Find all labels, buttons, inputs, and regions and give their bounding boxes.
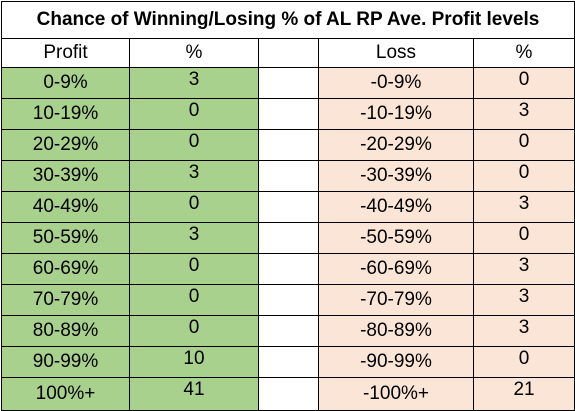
- profit-percent-cell: 0: [129, 284, 259, 316]
- loss-range-cell: -30-39%: [318, 160, 474, 192]
- loss-percent-cell: 21: [472, 377, 575, 411]
- profit-range-cell: 100%+: [1, 377, 130, 411]
- profit-percent-cell: 0: [129, 253, 259, 285]
- profit-percent-cell: 3: [129, 222, 259, 254]
- loss-percent-cell: 3: [472, 315, 575, 347]
- table-row: 50-59% 3 -50-59% 0: [1, 222, 575, 254]
- profit-range-cell: 70-79%: [1, 284, 130, 316]
- spacer-cell: [258, 129, 319, 161]
- spacer-cell: [258, 315, 319, 347]
- loss-percent-cell: 3: [472, 98, 575, 130]
- profit-header: Profit: [1, 38, 130, 68]
- spacer-cell: [258, 284, 319, 316]
- loss-percent-cell: 0: [472, 67, 575, 99]
- spacer-cell: [258, 253, 319, 285]
- profit-range-cell: 60-69%: [1, 253, 130, 285]
- loss-percent-cell: 3: [472, 253, 575, 285]
- table-row: 20-29% 0 -20-29% 0: [1, 129, 575, 161]
- title-row: Chance of Winning/Losing % of AL RP Ave.…: [0, 1, 575, 39]
- loss-percent-cell: 0: [472, 160, 575, 192]
- loss-range-cell: -80-89%: [318, 315, 474, 347]
- spacer-cell: [258, 67, 319, 99]
- table-row: 100%+ 41 -100%+ 21: [1, 377, 575, 411]
- spacer-cell: [258, 98, 319, 130]
- header-row: Profit % Loss %: [1, 38, 575, 68]
- profit-pct-header: %: [129, 38, 259, 68]
- table-row: 80-89% 0 -80-89% 3: [1, 315, 575, 347]
- loss-range-cell: -90-99%: [318, 346, 474, 378]
- profit-percent-cell: 0: [129, 315, 259, 347]
- table-row: 10-19% 0 -10-19% 3: [1, 98, 575, 130]
- profit-range-cell: 80-89%: [1, 315, 130, 347]
- loss-pct-header: %: [472, 38, 575, 68]
- spacer-cell: [258, 191, 319, 223]
- table-row: 0-9% 3 -0-9% 0: [1, 67, 575, 99]
- loss-percent-cell: 3: [472, 284, 575, 316]
- spacer-cell: [258, 222, 319, 254]
- profit-range-cell: 30-39%: [1, 160, 130, 192]
- table-row: 40-49% 0 -40-49% 3: [1, 191, 575, 223]
- loss-range-cell: -20-29%: [318, 129, 474, 161]
- loss-range-cell: -0-9%: [318, 67, 474, 99]
- loss-percent-cell: 0: [472, 222, 575, 254]
- loss-percent-cell: 3: [472, 191, 575, 223]
- profit-range-cell: 10-19%: [1, 98, 130, 130]
- profit-percent-cell: 3: [129, 67, 259, 99]
- spacer-cell: [258, 346, 319, 378]
- loss-range-cell: -60-69%: [318, 253, 474, 285]
- profit-range-cell: 50-59%: [1, 222, 130, 254]
- loss-percent-cell: 0: [472, 129, 575, 161]
- profit-range-cell: 90-99%: [1, 346, 130, 378]
- profit-range-cell: 0-9%: [1, 67, 130, 99]
- profit-percent-cell: 0: [129, 191, 259, 223]
- table-row: 30-39% 3 -30-39% 0: [1, 160, 575, 192]
- spacer-header: [258, 38, 319, 68]
- table-row: 60-69% 0 -60-69% 3: [1, 253, 575, 285]
- table-row: 70-79% 0 -70-79% 3: [1, 284, 575, 316]
- loss-range-cell: -50-59%: [318, 222, 474, 254]
- profit-percent-cell: 3: [129, 160, 259, 192]
- loss-range-cell: -100%+: [318, 377, 474, 411]
- loss-range-cell: -10-19%: [318, 98, 474, 130]
- spacer-cell: [258, 377, 319, 411]
- loss-header: Loss: [318, 38, 474, 68]
- profit-range-cell: 20-29%: [1, 129, 130, 161]
- table-title: Chance of Winning/Losing % of AL RP Ave.…: [0, 1, 575, 39]
- loss-range-cell: -70-79%: [318, 284, 474, 316]
- profit-percent-cell: 0: [129, 98, 259, 130]
- loss-range-cell: -40-49%: [318, 191, 474, 223]
- spacer-cell: [258, 160, 319, 192]
- profit-percent-cell: 10: [129, 346, 259, 378]
- table-row: 90-99% 10 -90-99% 0: [1, 346, 575, 378]
- profit-percent-cell: 0: [129, 129, 259, 161]
- profit-percent-cell: 41: [129, 377, 259, 411]
- profit-range-cell: 40-49%: [1, 191, 130, 223]
- loss-percent-cell: 0: [472, 346, 575, 378]
